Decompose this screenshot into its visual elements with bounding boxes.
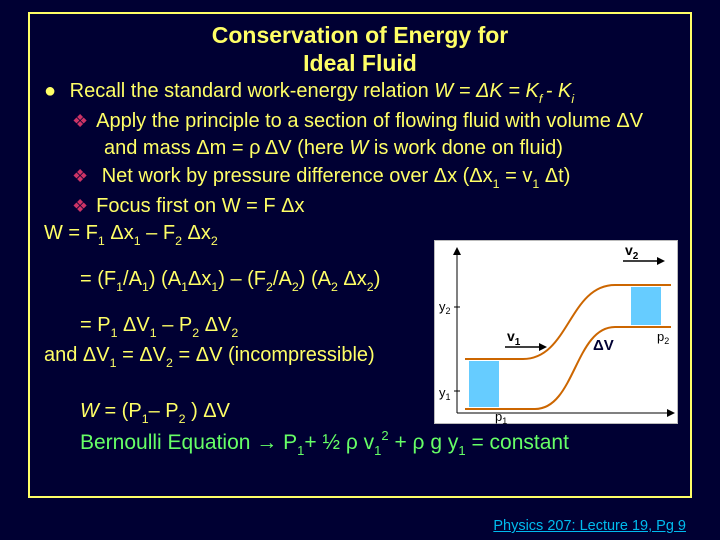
svg-text:p2: p2 (657, 329, 669, 346)
pipe-diagram-svg: v1 v2 y1 y2 p1 p2 (435, 241, 679, 425)
slide-title-line1: Conservation of Energy for (44, 22, 676, 48)
slide-frame: Conservation of Energy for Ideal Fluid R… (28, 12, 692, 498)
svg-text:y2: y2 (439, 299, 451, 316)
sub-focus: Focus first on W = F Δx (44, 194, 676, 220)
footer-text: Physics 207: Lecture 19, Pg 9 (493, 518, 686, 534)
dv-label: ΔV (593, 337, 614, 354)
sub-network: Net work by pressure difference over Δx … (44, 164, 676, 192)
svg-text:v2: v2 (625, 242, 639, 262)
svg-text:v1: v1 (507, 328, 521, 348)
bullet-recall: Recall the standard work-energy relation… (44, 79, 676, 107)
slide-title-line2: Ideal Fluid (44, 50, 676, 76)
pipe-diagram: v1 v2 y1 y2 p1 p2 ΔV (434, 240, 678, 424)
sub-apply-cont: and mass Δm = ρ ΔV (here W is work done … (44, 136, 676, 162)
svg-text:y1: y1 (439, 385, 451, 402)
svg-text:p1: p1 (495, 409, 507, 425)
bernoulli-line: Bernoulli Equation → P1+ ½ ρ v12 + ρ g y… (44, 429, 676, 459)
sub-apply: Apply the principle to a section of flow… (44, 109, 676, 135)
